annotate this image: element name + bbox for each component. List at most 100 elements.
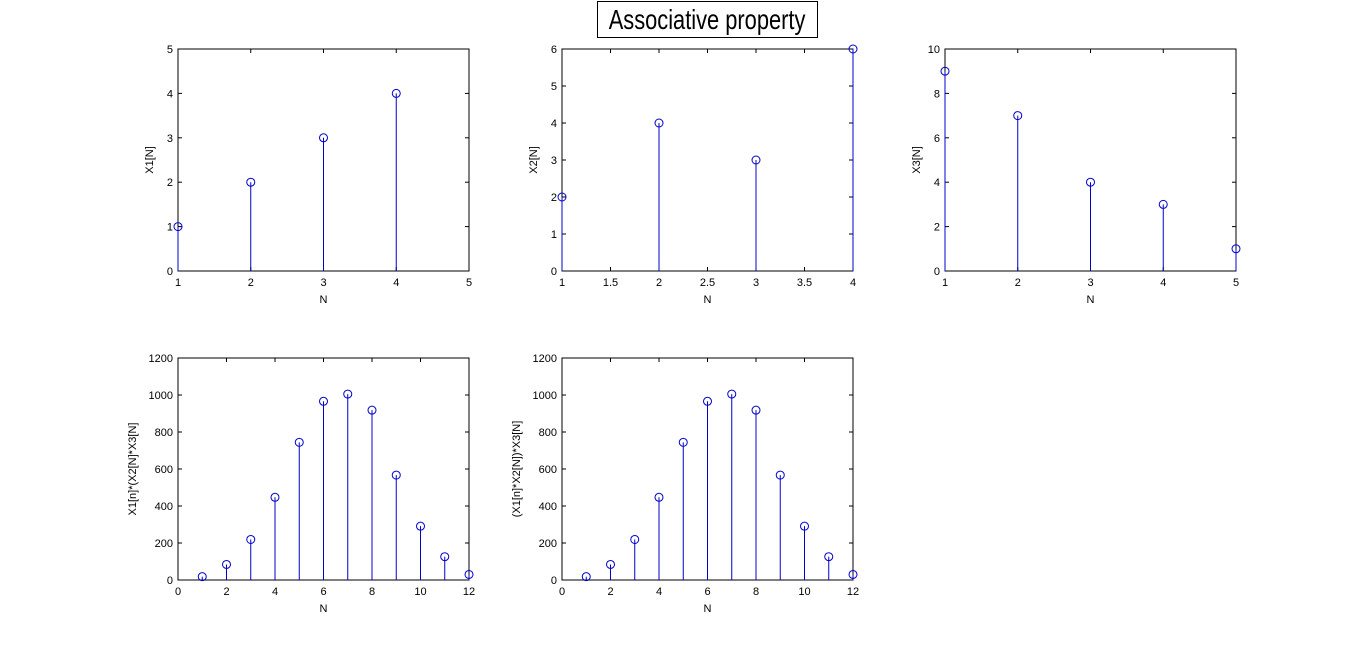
chart-conv-right-ytick-label: 800 <box>539 427 557 439</box>
chart-conv-left-ylabel: X1[n]*(X2[N]*X3[N] <box>127 423 139 516</box>
chart-x3-ytick-label: 0 <box>934 266 940 278</box>
chart-x1-ytick-label: 3 <box>167 133 173 145</box>
chart-conv-right-ytick-label: 600 <box>539 464 557 476</box>
chart-conv-left-marker <box>270 492 280 502</box>
chart-conv-right-marker <box>654 492 664 502</box>
chart-x1-ylabel: X1[N] <box>144 146 156 174</box>
chart-x2-xtick-label: 1.5 <box>603 277 618 289</box>
chart-conv-left-ytick-label: 800 <box>155 427 173 439</box>
chart-x1-xtick-label: 1 <box>175 277 181 289</box>
chart-conv-right-marker <box>824 552 834 562</box>
chart-x3-xtick-label: 2 <box>1015 277 1021 289</box>
chart-x3-ytick-label: 8 <box>934 88 940 100</box>
chart-conv-right-xlabel: N <box>704 603 712 615</box>
chart-conv-right-xtick-label: 8 <box>753 586 759 598</box>
chart-x2-xtick-label: 1 <box>559 277 565 289</box>
chart-x1-ytick-label: 4 <box>167 88 173 100</box>
chart-conv-left-marker <box>367 405 377 415</box>
chart-conv-right-marker <box>606 559 615 569</box>
chart-x1-marker <box>173 222 183 232</box>
chart-conv-right-ytick-label: 1000 <box>533 390 557 402</box>
chart-conv-right-xtick-label: 12 <box>847 586 859 598</box>
chart-conv-left-marker <box>391 470 401 480</box>
chart-conv-right-marker <box>678 437 688 447</box>
chart-conv-left-ytick-label: 200 <box>155 538 173 550</box>
chart-x3-ytick-label: 2 <box>934 222 940 234</box>
chart-conv-left-ytick-label: 400 <box>155 501 173 513</box>
chart-x2-ytick-label: 1 <box>551 229 557 241</box>
chart-conv-right-marker <box>751 405 761 415</box>
chart-conv-right-xtick-label: 4 <box>656 586 662 598</box>
chart-conv-right-marker <box>775 470 785 480</box>
chart-x2-marker <box>848 44 858 54</box>
chart-conv-right-marker <box>703 396 712 406</box>
chart-conv-left-marker <box>416 521 425 531</box>
figure-title-box: Associative property <box>597 1 818 38</box>
chart-x3-xtick-label: 4 <box>1160 277 1166 289</box>
chart-x1-xtick-label: 4 <box>393 277 399 289</box>
chart-x3-ytick-label: 10 <box>928 44 940 56</box>
chart-x1-xtick-label: 2 <box>248 277 254 289</box>
chart-x3-marker <box>1231 244 1241 254</box>
chart-x2-xtick-label: 2.5 <box>700 277 715 289</box>
chart-x2-ytick-label: 3 <box>551 155 557 167</box>
chart-x3-marker <box>1158 199 1168 209</box>
chart-conv-left-xtick-label: 10 <box>414 586 426 598</box>
chart-x2-xlabel: N <box>704 294 712 306</box>
figure-title: Associative property <box>609 3 806 35</box>
chart-conv-right-marker <box>581 572 591 582</box>
chart-x3-ytick-label: 6 <box>934 133 940 145</box>
chart-x1-xtick-label: 5 <box>466 277 472 289</box>
chart-x2-ytick-label: 2 <box>551 192 557 204</box>
chart-x1-ytick-label: 2 <box>167 177 173 189</box>
chart-x2-xtick-label: 3.5 <box>797 277 812 289</box>
chart-x3-marker <box>1013 111 1023 121</box>
chart-x2-marker <box>751 155 761 165</box>
chart-conv-left-marker <box>246 534 256 544</box>
chart-x3-ylabel: X3[N] <box>911 146 923 174</box>
chart-x2-axes-box <box>561 48 854 272</box>
chart-conv-right-marker <box>727 389 737 399</box>
chart-x3-xtick-label: 3 <box>1087 277 1093 289</box>
chart-x1-xtick-label: 3 <box>320 277 326 289</box>
chart-x1-ytick-label: 1 <box>167 222 173 234</box>
chart-x1-marker <box>391 88 401 98</box>
chart-x3-xtick-label: 1 <box>942 277 948 289</box>
chart-conv-left-xtick-label: 12 <box>463 586 475 598</box>
chart-x2-ytick-label: 0 <box>551 266 557 278</box>
chart-conv-left-xtick-label: 4 <box>272 586 278 598</box>
chart-conv-left-marker <box>222 559 231 569</box>
chart-x2-xtick-label: 3 <box>753 277 759 289</box>
chart-conv-left-marker <box>319 396 328 406</box>
chart-conv-right-xtick-label: 0 <box>559 586 565 598</box>
chart-x1-marker <box>246 177 256 187</box>
chart-conv-left-ytick-label: 0 <box>167 575 173 587</box>
chart-conv-right-ytick-label: 0 <box>551 575 557 587</box>
chart-conv-left-ytick-label: 600 <box>155 464 173 476</box>
chart-x1-ytick-label: 0 <box>167 266 173 278</box>
chart-x2-xtick-label: 2 <box>656 277 662 289</box>
chart-conv-left-marker <box>343 389 353 399</box>
chart-x1-xlabel: N <box>320 294 328 306</box>
chart-x2-marker <box>654 118 664 128</box>
chart-conv-right-ytick-label: 200 <box>539 538 557 550</box>
chart-x1-ytick-label: 5 <box>167 44 173 56</box>
chart-conv-right-ytick-label: 1200 <box>533 353 557 365</box>
chart-x3: 1 2 3 4 5 0 2 4 6 8 10 N X3[N] <box>911 44 1241 306</box>
chart-x2-ytick-label: 5 <box>551 81 557 93</box>
chart-conv-left-xtick-label: 0 <box>175 586 181 598</box>
chart-x2-ylabel: X2[N] <box>528 146 540 174</box>
chart-x2-xtick-label: 4 <box>850 277 856 289</box>
chart-x3-marker <box>940 66 950 76</box>
chart-x3-marker <box>1086 177 1095 187</box>
chart-conv-left-ytick-label: 1000 <box>149 390 173 402</box>
chart-x2-ytick-label: 4 <box>551 118 557 130</box>
chart-x2-marker <box>557 192 567 202</box>
chart-conv-right: 0 2 4 6 8 10 12 0 200 400 600 800 1000 1200 N (X1[n]*X2… <box>511 353 859 615</box>
chart-conv-right-marker <box>800 521 809 531</box>
chart-conv-left-xtick-label: 6 <box>320 586 326 598</box>
chart-conv-left-marker <box>197 572 207 582</box>
